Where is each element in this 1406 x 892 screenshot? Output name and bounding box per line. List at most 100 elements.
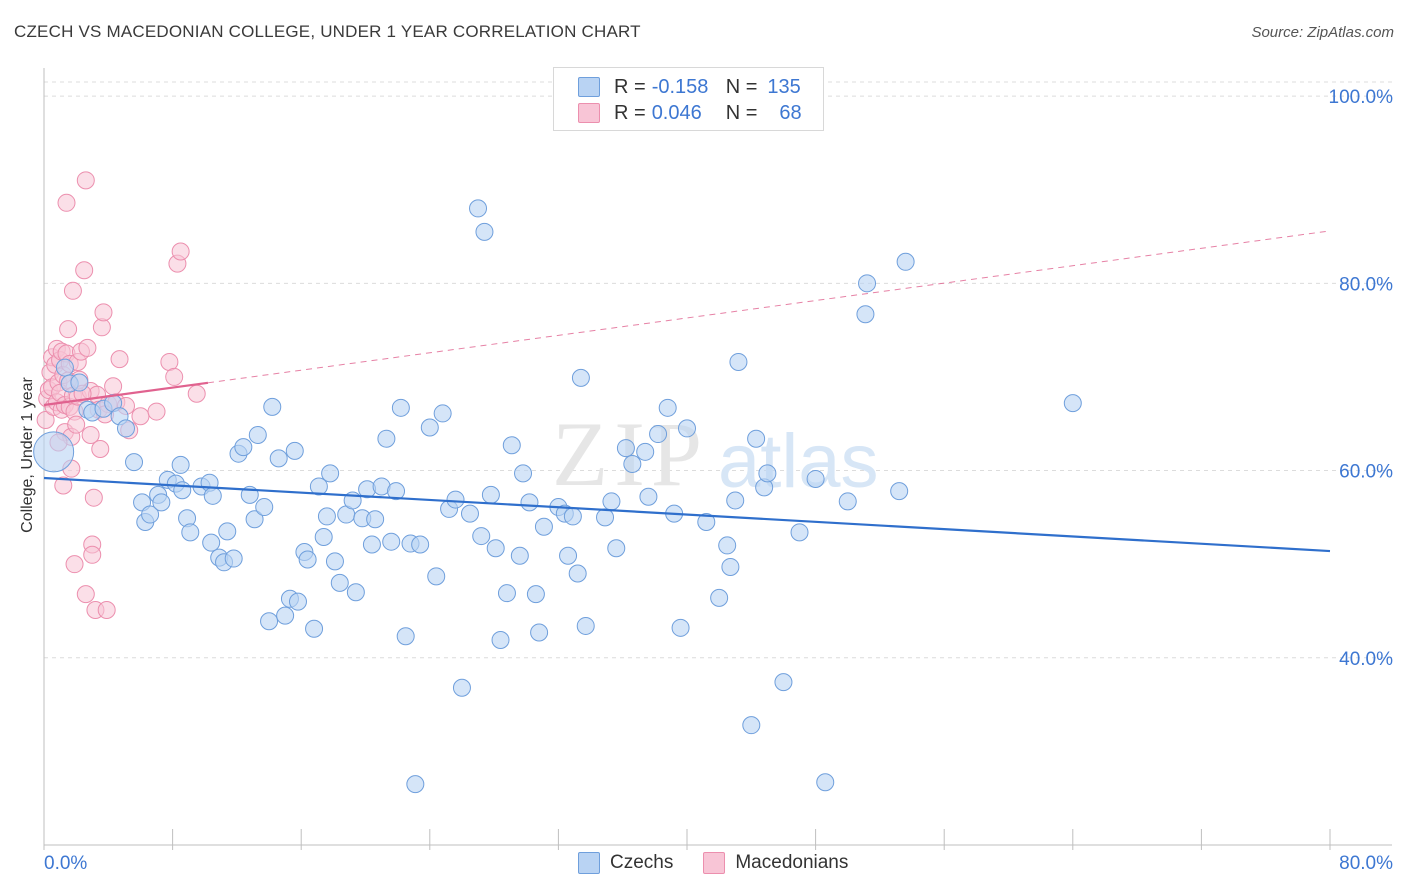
czechs-point	[309, 477, 328, 496]
czechs-point	[697, 513, 716, 532]
macedonians-point	[63, 281, 82, 300]
czechs-point	[317, 507, 336, 526]
czechs-point	[202, 533, 221, 552]
czechs-point	[234, 438, 253, 457]
czechs-point	[838, 492, 857, 511]
macedonians-point	[91, 440, 110, 459]
source-label: Source: ZipAtlas.com	[1251, 24, 1394, 41]
macedonians-point	[92, 318, 111, 337]
czechs-point	[260, 612, 279, 631]
czechs-point	[514, 464, 533, 483]
czechs-point	[181, 523, 200, 542]
macedonians-point	[75, 261, 94, 280]
czechs-point	[649, 425, 668, 444]
series-legend-czechs[interactable]: Czechs	[578, 852, 673, 874]
czechs-point	[742, 716, 761, 735]
legend-r-label: R =	[614, 75, 646, 98]
czechs-point	[639, 487, 658, 506]
czechs-point	[248, 425, 267, 444]
czechs-point	[33, 431, 75, 473]
czechs-point	[203, 486, 222, 505]
czechs-point	[366, 510, 385, 529]
legend-r-value: -0.158	[651, 75, 709, 98]
czechs-point	[427, 567, 446, 586]
macedonians-point	[81, 425, 100, 444]
czechs-point	[774, 673, 793, 692]
czechs-point	[288, 592, 307, 611]
macedonians-point	[54, 476, 73, 495]
czechs-point	[896, 252, 915, 271]
macedonians-point	[160, 352, 179, 371]
macedonians-point	[104, 377, 123, 396]
czechs-point	[758, 464, 777, 483]
macedonians-point	[83, 545, 102, 564]
legend-r-label: R =	[614, 101, 646, 124]
czechs-point	[125, 453, 144, 472]
czechs-point	[460, 504, 479, 523]
czechs-point	[571, 368, 590, 387]
czechs-point	[520, 493, 539, 512]
czechs-point	[858, 274, 877, 293]
czechs-point	[475, 222, 494, 241]
macedonians-point	[78, 338, 97, 357]
correlation-legend: R = -0.158 N = 135 R = 0.046 N = 68	[553, 67, 824, 131]
czechs-point	[55, 358, 74, 377]
czechs-point	[747, 429, 766, 448]
czechs-point	[173, 481, 192, 500]
czechs-point	[406, 775, 425, 794]
series-swatch-czechs	[578, 852, 600, 874]
czechs-point	[530, 623, 549, 642]
series-legend: Czechs Macedonians	[578, 852, 878, 874]
y-tick-label: 80.0%	[1339, 274, 1393, 295]
czechs-point	[636, 442, 655, 461]
macedonians-point	[94, 303, 113, 322]
macedonians-point	[131, 407, 150, 426]
czechs-point	[856, 305, 875, 324]
legend-n-value: 68	[779, 101, 802, 124]
macedonians-trend-line	[43, 381, 209, 407]
macedonians-point	[76, 585, 95, 604]
czechs-point	[362, 535, 381, 554]
macedonians-trend-projection	[207, 230, 1331, 384]
czechs-point	[563, 507, 582, 526]
czechs-point	[116, 419, 135, 438]
legend-r-value: 0.046	[651, 101, 702, 124]
tick-labels: 100.0% 80.0% 60.0% 40.0% 0.0% 80.0%	[44, 87, 1393, 874]
czechs-point	[218, 522, 237, 541]
czechs-point	[269, 449, 288, 468]
macedonians-point	[36, 410, 55, 429]
czechs-point	[321, 464, 340, 483]
czechs-point	[602, 492, 621, 511]
czechs-point	[298, 550, 317, 569]
czechs-point	[377, 429, 396, 448]
legend-row-czechs: R = -0.158 N = 135	[578, 74, 801, 100]
chart-title: CZECH VS MACEDONIAN COLLEGE, UNDER 1 YEA…	[14, 22, 641, 41]
czechs-point	[396, 627, 415, 646]
czechs-point	[491, 630, 510, 649]
y-tick-label: 40.0%	[1339, 649, 1393, 670]
series-legend-macedonians[interactable]: Macedonians	[703, 852, 848, 874]
macedonians-point	[76, 171, 95, 190]
czechs-point	[346, 583, 365, 602]
macedonians-point	[110, 350, 129, 369]
czechs-point	[245, 510, 264, 529]
macedonians-point	[65, 555, 84, 574]
czechs-point	[729, 352, 748, 371]
czechs-point	[576, 616, 595, 635]
macedonians-point	[187, 384, 206, 403]
legend-swatch-macedonians	[578, 103, 600, 123]
czechs-point	[678, 419, 696, 438]
czechs-point	[382, 532, 401, 551]
macedonians-point	[57, 193, 76, 212]
czechs-point	[510, 546, 529, 565]
macedonians-point	[165, 367, 184, 386]
macedonians-point	[67, 415, 86, 434]
czechs-point	[481, 485, 500, 504]
czechs-point	[420, 418, 439, 437]
czechs-point	[721, 557, 740, 576]
x-tick-label: 0.0%	[44, 853, 87, 874]
czechs-point	[263, 397, 282, 416]
series-label-czechs: Czechs	[610, 852, 674, 873]
series-label-macedonians: Macedonians	[735, 852, 849, 873]
